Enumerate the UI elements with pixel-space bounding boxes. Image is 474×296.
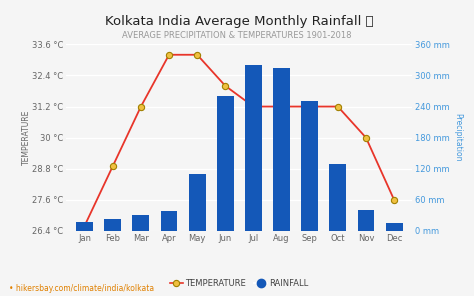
Text: AVERAGE PRECIPITATION & TEMPERATURES 1901-2018: AVERAGE PRECIPITATION & TEMPERATURES 190… xyxy=(122,31,352,40)
Bar xyxy=(217,96,234,231)
Bar xyxy=(132,215,149,231)
Bar xyxy=(189,174,206,231)
Bar xyxy=(245,65,262,231)
Text: • hikersbay.com/climate/india/kolkata: • hikersbay.com/climate/india/kolkata xyxy=(9,284,155,293)
Bar xyxy=(329,163,346,231)
Y-axis label: TEMPERATURE: TEMPERATURE xyxy=(22,110,31,165)
Title: Kolkata India Average Monthly Rainfall ⛵: Kolkata India Average Monthly Rainfall ⛵ xyxy=(105,15,374,28)
Bar xyxy=(301,101,318,231)
Bar xyxy=(76,221,93,231)
Bar xyxy=(357,210,374,231)
Bar xyxy=(104,220,121,231)
Legend: TEMPERATURE, RAINFALL: TEMPERATURE, RAINFALL xyxy=(167,276,312,292)
Y-axis label: Precipitation: Precipitation xyxy=(453,113,462,162)
Bar xyxy=(273,68,290,231)
Bar xyxy=(386,223,402,231)
Bar xyxy=(161,211,177,231)
